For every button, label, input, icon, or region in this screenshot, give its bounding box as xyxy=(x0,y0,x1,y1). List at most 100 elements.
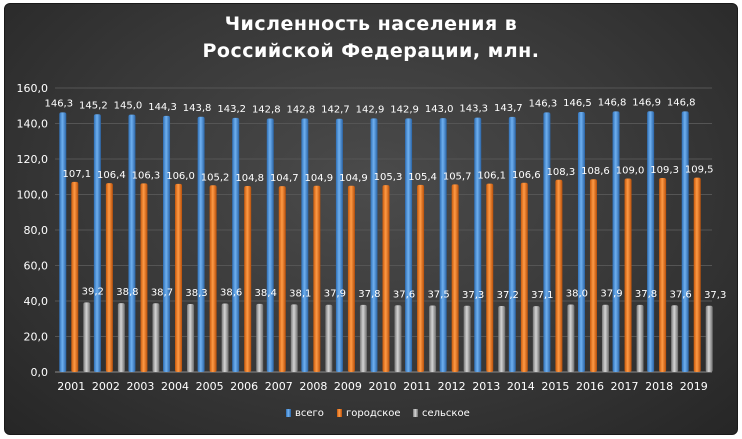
x-tick-label: 2015 xyxy=(541,380,569,393)
data-label: 146,8 xyxy=(598,97,627,108)
bar-всего-2005 xyxy=(197,116,205,372)
data-label: 38,3 xyxy=(185,288,207,299)
legend-swatch xyxy=(337,409,342,417)
data-label: 38,0 xyxy=(566,289,588,300)
legend-swatch xyxy=(413,409,418,417)
data-label: 107,1 xyxy=(62,169,91,180)
data-label: 38,6 xyxy=(220,287,242,298)
data-label: 142,8 xyxy=(252,105,281,116)
data-label: 108,3 xyxy=(547,167,576,178)
chart-title: Численность населения в Российской Федера… xyxy=(203,13,540,62)
data-label: 104,9 xyxy=(305,173,334,184)
data-label: 145,2 xyxy=(79,100,108,111)
bar-сельское-2011 xyxy=(429,305,437,372)
bar-всего-2006 xyxy=(232,117,240,372)
data-label: 143,8 xyxy=(183,103,212,114)
data-label: 146,5 xyxy=(563,98,592,109)
x-tick-label: 2017 xyxy=(611,380,639,393)
bar-городское-2004 xyxy=(175,183,183,372)
bar-сельское-2007 xyxy=(290,304,298,372)
bars xyxy=(59,111,713,373)
legend-label: всего xyxy=(295,408,324,419)
data-label: 38,4 xyxy=(255,288,277,299)
data-label: 106,6 xyxy=(512,170,541,181)
data-label: 38,7 xyxy=(151,287,173,298)
y-tick-label: 140,0 xyxy=(17,118,49,131)
data-label: 142,9 xyxy=(356,104,385,115)
bar-всего-2008 xyxy=(301,118,309,372)
bar-сельское-2003 xyxy=(152,303,160,372)
y-tick-label: 0,0 xyxy=(31,366,49,379)
x-axis: 2001 2002 2003 2004 2005 2006 2007 2008 2009 2010… xyxy=(57,380,707,393)
y-tick-label: 120,0 xyxy=(17,153,49,166)
data-label: 105,7 xyxy=(443,171,472,182)
data-label: 104,9 xyxy=(339,173,368,184)
chart-title-line: Численность населения в xyxy=(225,13,518,35)
bar-сельское-2010 xyxy=(394,305,402,372)
bar-всего-2014 xyxy=(508,116,516,373)
chart-title-line: Российской Федерации, млн. xyxy=(203,40,540,62)
bar-всего-2018 xyxy=(647,111,655,372)
data-label: 38,1 xyxy=(289,288,311,299)
x-tick-label: 2007 xyxy=(265,380,293,393)
x-tick-label: 2013 xyxy=(472,380,500,393)
bar-городское-2013 xyxy=(486,183,494,372)
bar-сельское-2014 xyxy=(532,306,540,372)
bar-сельское-2013 xyxy=(498,305,506,372)
data-label: 145,0 xyxy=(114,101,143,112)
data-label: 109,0 xyxy=(616,166,645,177)
data-label: 37,3 xyxy=(704,290,726,301)
legend: всего городское сельское xyxy=(286,408,470,419)
data-label: 109,3 xyxy=(650,165,679,176)
data-label: 143,0 xyxy=(425,104,454,115)
data-label: 143,2 xyxy=(217,104,246,115)
y-tick-label: 100,0 xyxy=(17,189,49,202)
data-label: 143,7 xyxy=(494,103,523,114)
y-tick-label: 80,0 xyxy=(24,224,49,237)
data-label: 143,3 xyxy=(459,104,488,115)
data-label: 146,9 xyxy=(632,97,661,108)
bar-сельское-2009 xyxy=(359,304,367,372)
data-label: 105,3 xyxy=(374,172,403,183)
x-tick-label: 2016 xyxy=(576,380,604,393)
data-label: 106,4 xyxy=(97,170,126,181)
y-tick-label: 20,0 xyxy=(24,331,49,344)
bar-всего-2003 xyxy=(128,114,136,372)
data-label: 106,3 xyxy=(132,170,161,181)
bar-сельское-2006 xyxy=(256,303,264,372)
bar-городское-2016 xyxy=(589,179,597,372)
bar-городское-2010 xyxy=(382,185,390,372)
x-tick-label: 2002 xyxy=(92,380,120,393)
bar-сельское-2004 xyxy=(187,304,195,372)
data-label: 142,8 xyxy=(287,105,316,116)
data-label: 104,8 xyxy=(235,173,264,184)
x-tick-label: 2012 xyxy=(438,380,466,393)
data-label: 37,6 xyxy=(669,289,691,300)
data-label: 37,5 xyxy=(427,289,449,300)
data-labels: 146,3 107,1 39,2 145,2 106,4 38,8 145,0 106,3 38… xyxy=(44,97,726,301)
bar-всего-2011 xyxy=(405,118,413,372)
bar-городское-2014 xyxy=(520,182,528,372)
bar-городское-2006 xyxy=(244,185,252,372)
data-label: 106,0 xyxy=(166,171,195,182)
bar-сельское-2019 xyxy=(705,305,713,372)
data-label: 108,6 xyxy=(581,166,610,177)
bar-сельское-2016 xyxy=(601,304,609,372)
bar-городское-2008 xyxy=(313,185,321,372)
legend-label: городское xyxy=(346,408,401,419)
y-tick-label: 160,0 xyxy=(17,82,49,95)
y-axis: 0,0 20,0 40,0 60,0 80,0 100,0 120,0 140,0 160,0 xyxy=(17,82,49,379)
bar-городское-2015 xyxy=(555,179,563,372)
bar-городское-2002 xyxy=(105,183,113,372)
data-label: 37,8 xyxy=(635,289,657,300)
bar-городское-2001 xyxy=(71,181,79,372)
bar-городское-2018 xyxy=(659,177,667,372)
bar-сельское-2002 xyxy=(117,303,125,372)
bar-городское-2012 xyxy=(451,184,459,372)
x-tick-label: 2006 xyxy=(230,380,258,393)
x-tick-label: 2010 xyxy=(369,380,397,393)
data-label: 146,3 xyxy=(44,98,73,109)
bar-всего-2004 xyxy=(163,115,171,373)
bar-сельское-2017 xyxy=(636,304,644,372)
data-label: 142,7 xyxy=(321,105,350,116)
